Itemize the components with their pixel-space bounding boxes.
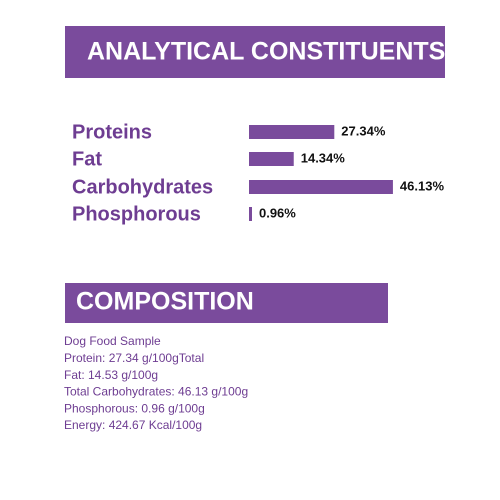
composition-line: Dog Food Sample	[64, 334, 161, 348]
composition-line: Energy: 424.67 Kcal/100g	[64, 418, 202, 432]
category-label: Carbohydrates	[72, 176, 213, 198]
composition-line: Fat: 14.53 g/100g	[64, 368, 158, 382]
title-banner	[65, 26, 445, 78]
category-label: Proteins	[72, 121, 152, 143]
bar	[249, 125, 335, 139]
bar	[249, 207, 252, 221]
bar	[249, 152, 294, 166]
category-label: Phosphorous	[72, 203, 201, 225]
value-label: 0.96%	[259, 205, 296, 220]
category-label: Fat	[72, 148, 102, 170]
composition-title: COMPOSITION	[76, 288, 254, 316]
composition-banner	[65, 283, 388, 323]
composition-line: Phosphorous: 0.96 g/100g	[64, 401, 205, 415]
value-label: 14.34%	[301, 150, 346, 165]
value-label: 27.34%	[341, 123, 386, 138]
bar	[249, 180, 393, 194]
value-label: 46.13%	[400, 178, 445, 193]
chart-title: ANALYTICAL CONSTITUENTS	[87, 38, 445, 66]
composition-line: Protein: 27.34 g/100gTotal	[64, 351, 204, 365]
composition-line: Total Carbohydrates: 46.13 g/100g	[64, 385, 248, 399]
